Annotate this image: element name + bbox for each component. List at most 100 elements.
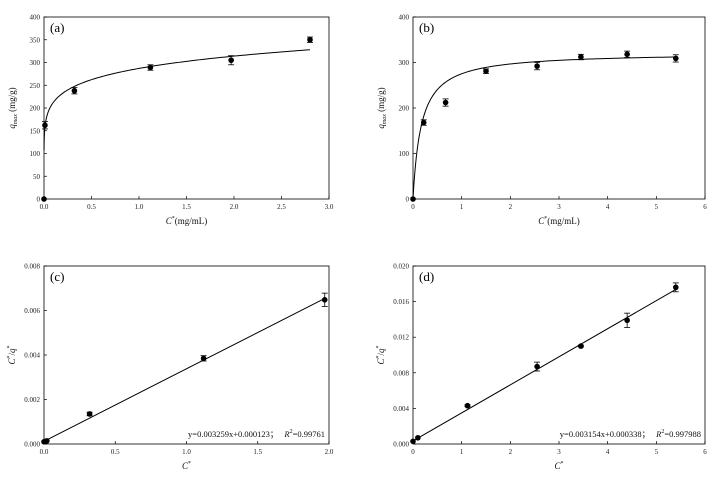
- fit-curve: [412, 56, 676, 200]
- data-point: [71, 87, 78, 94]
- x-axis-label: C*: [182, 461, 191, 471]
- y-tick-label: 0.002: [24, 396, 40, 404]
- panel-label: (d): [419, 269, 434, 284]
- fit-curve: [43, 297, 325, 442]
- data-point: [534, 63, 540, 69]
- data-point: [321, 297, 328, 303]
- x-tick-label: 2: [509, 203, 513, 211]
- y-tick-label: 150: [30, 127, 41, 135]
- y-axis-label: C*/q*: [7, 345, 17, 364]
- data-point: [420, 119, 427, 126]
- y-tick-label: 0: [406, 196, 410, 204]
- y-tick-label: 350: [30, 36, 41, 44]
- x-axis-label: C*(mg/mL): [166, 216, 208, 226]
- y-tick-label: 200: [399, 105, 410, 113]
- fit-equation: y=0.003259x+0.000123； R2=0.99761: [188, 429, 325, 439]
- x-tick-label: 1: [460, 448, 464, 456]
- data-point: [200, 355, 207, 362]
- x-tick-label: 1.0: [135, 203, 144, 211]
- data-point: [464, 402, 471, 409]
- y-tick-label: 0.004: [393, 405, 409, 413]
- y-tick-label: 250: [30, 82, 41, 90]
- x-tick-label: 1.5: [182, 203, 191, 211]
- data-point: [534, 363, 540, 370]
- x-tick-label: 0: [411, 203, 415, 211]
- y-tick-label: 0.012: [393, 334, 409, 342]
- data-point: [673, 284, 679, 291]
- data-point: [624, 317, 630, 324]
- x-tick-label: 1.0: [182, 448, 191, 456]
- x-tick-label: 3: [557, 448, 561, 456]
- plot-frame: [43, 265, 330, 445]
- x-tick-label: 5: [655, 448, 659, 456]
- x-tick-label: 2.0: [230, 203, 239, 211]
- data-point: [624, 51, 630, 58]
- data-point: [578, 343, 584, 349]
- fit-curve: [43, 49, 311, 151]
- y-tick-label: 0.016: [393, 298, 409, 306]
- y-tick-label: 400: [30, 14, 41, 22]
- x-tick-label: 2.0: [325, 448, 334, 456]
- y-tick-label: 0: [37, 196, 41, 204]
- data-point: [673, 55, 679, 62]
- y-tick-label: 300: [399, 59, 410, 67]
- y-tick-label: 0.000: [393, 441, 409, 449]
- x-tick-label: 4: [606, 448, 610, 456]
- data-point: [442, 99, 449, 106]
- panel-c: 0.0 0.5 1.0 1.5 2.0 0.000 0.002 0.004 0.006 0.008…: [7, 263, 334, 472]
- panel-a: 0.0 0.5 1.0 1.5 2.0 2.5 3.0 0 50 100 150 200 250 300 3…: [7, 14, 334, 227]
- data-point: [228, 57, 234, 64]
- data-point: [578, 54, 584, 60]
- data-point: [44, 438, 50, 444]
- y-tick-label: 100: [30, 150, 41, 158]
- y-axis-label: qmax (mg/g): [376, 87, 388, 128]
- x-tick-label: 3.0: [325, 203, 334, 211]
- y-tick-label: 200: [30, 105, 41, 113]
- data-point: [86, 411, 93, 417]
- data-point: [307, 36, 313, 43]
- x-axis-label: C*: [554, 461, 563, 471]
- panel-label: (a): [50, 20, 64, 35]
- x-tick-label: 1.5: [253, 448, 262, 456]
- x-axis-label: C*(mg/mL): [538, 216, 580, 226]
- x-tick-label: 2.5: [277, 203, 286, 211]
- x-tick-label: 0.5: [87, 203, 96, 211]
- y-axis-label: C*/q*: [376, 345, 386, 364]
- y-tick-label: 400: [399, 14, 410, 22]
- x-tick-label: 1: [460, 203, 464, 211]
- y-tick-label: 0.008: [393, 369, 409, 377]
- x-tick-label: 0: [411, 448, 415, 456]
- y-tick-label: 0.008: [24, 263, 40, 271]
- x-tick-label: 2: [509, 448, 513, 456]
- plot-frame: [43, 16, 330, 200]
- y-tick-label: 0.020: [393, 263, 409, 271]
- x-tick-label: 6: [703, 203, 707, 211]
- data-point: [42, 122, 48, 129]
- x-tick-label: 5: [655, 203, 659, 211]
- fit-curve: [412, 288, 677, 442]
- y-tick-label: 300: [30, 59, 41, 67]
- y-tick-label: 100: [399, 150, 410, 158]
- data-point: [410, 438, 416, 445]
- x-tick-label: 0.0: [40, 448, 49, 456]
- data-point: [415, 434, 421, 441]
- x-tick-label: 4: [606, 203, 610, 211]
- x-tick-label: 3: [557, 203, 561, 211]
- fit-equation: y=0.003154x+0.000338； R2=0.997988: [560, 429, 701, 439]
- panel-label: (c): [50, 269, 64, 284]
- data-point: [147, 64, 154, 71]
- x-tick-label: 0.0: [40, 203, 49, 211]
- y-tick-label: 0.004: [24, 352, 40, 360]
- y-axis-label: qmax (mg/g): [7, 87, 19, 128]
- x-tick-label: 0.5: [111, 448, 120, 456]
- y-tick-label: 0.006: [24, 307, 40, 315]
- data-point: [410, 196, 416, 202]
- data-point: [483, 68, 489, 74]
- panel-b: 0 1 2 3 4 5 6 0 100 200 300 400 (b) C*(mg/mL) qmax (mg…: [376, 14, 707, 227]
- y-tick-label: 50: [33, 173, 41, 181]
- data-point: [41, 196, 47, 202]
- panel-label: (b): [419, 20, 434, 35]
- y-tick-label: 0.000: [24, 441, 40, 449]
- plot-frame: [412, 16, 706, 200]
